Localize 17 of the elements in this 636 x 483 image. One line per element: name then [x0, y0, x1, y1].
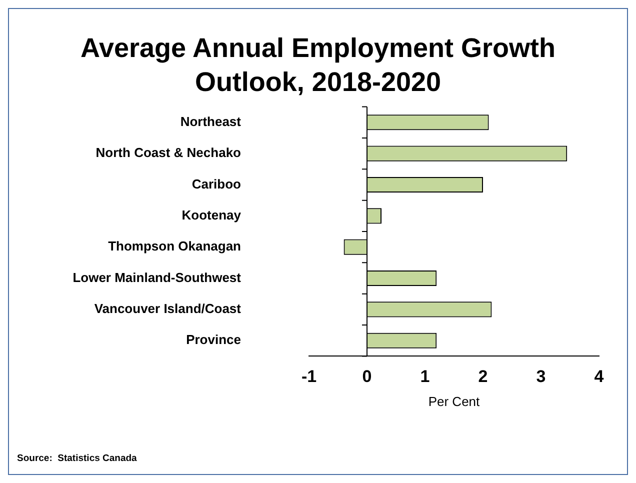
y-tick-label: Northeast [180, 114, 242, 129]
x-tick-label: 0 [362, 367, 372, 386]
y-tick-label: Province [186, 332, 241, 348]
y-tick-label: North Coast & Nechako [96, 145, 242, 160]
source-note: Source: Statistics Canada [17, 453, 137, 464]
y-tick-label: Thompson Okanagan [108, 238, 242, 254]
x-tick-label: 4 [594, 367, 604, 386]
chart-title: Average Annual Employment Growth Outlook, 2018-2020 [79, 32, 557, 99]
y-tick-label: Kootenay [182, 207, 242, 222]
y-tick-label: Vancouver Island/Coast [94, 301, 242, 316]
x-tick-label: 1 [420, 367, 430, 386]
x-axis-title: Per Cent [428, 394, 480, 409]
x-tick-label: 2 [478, 367, 488, 386]
x-tick-label: -1 [301, 367, 317, 386]
x-tick-label: 3 [536, 367, 546, 386]
y-tick-label: Cariboo [192, 176, 242, 192]
y-tick-label: Lower Mainland-Southwest [72, 270, 242, 285]
